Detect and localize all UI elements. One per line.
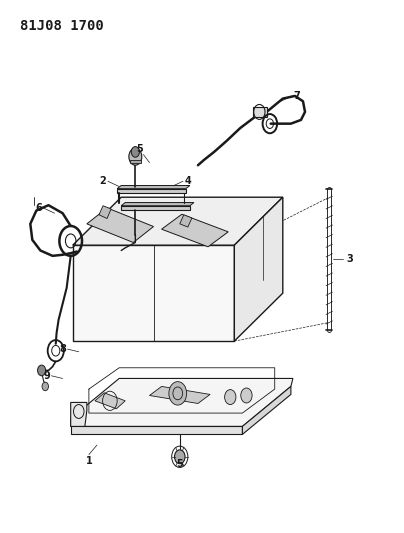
Text: 6: 6 bbox=[35, 203, 42, 213]
Circle shape bbox=[169, 382, 187, 405]
Polygon shape bbox=[73, 245, 234, 341]
Polygon shape bbox=[130, 160, 141, 163]
Text: 81J08 1700: 81J08 1700 bbox=[20, 19, 104, 33]
Text: 8: 8 bbox=[59, 344, 66, 354]
Polygon shape bbox=[162, 214, 228, 247]
Text: 9: 9 bbox=[43, 371, 50, 381]
Text: 7: 7 bbox=[294, 91, 300, 101]
Circle shape bbox=[175, 450, 185, 464]
Polygon shape bbox=[99, 206, 111, 219]
Polygon shape bbox=[234, 197, 283, 341]
Circle shape bbox=[38, 365, 46, 376]
Circle shape bbox=[129, 148, 142, 165]
Text: 3: 3 bbox=[346, 254, 353, 263]
Polygon shape bbox=[71, 426, 242, 434]
Polygon shape bbox=[252, 107, 267, 117]
Circle shape bbox=[241, 388, 252, 403]
Polygon shape bbox=[117, 185, 190, 189]
Polygon shape bbox=[87, 208, 154, 243]
Polygon shape bbox=[242, 386, 291, 434]
Polygon shape bbox=[180, 215, 192, 227]
Polygon shape bbox=[71, 378, 293, 426]
Circle shape bbox=[131, 147, 139, 157]
Polygon shape bbox=[73, 197, 283, 245]
Polygon shape bbox=[117, 189, 186, 193]
Polygon shape bbox=[121, 206, 190, 210]
Text: 2: 2 bbox=[100, 176, 106, 186]
Polygon shape bbox=[95, 393, 125, 409]
Text: 5: 5 bbox=[136, 144, 143, 154]
Text: 5: 5 bbox=[177, 459, 183, 469]
Circle shape bbox=[42, 382, 48, 391]
Polygon shape bbox=[149, 386, 210, 403]
Text: 4: 4 bbox=[185, 176, 191, 186]
Text: 1: 1 bbox=[86, 456, 92, 466]
Circle shape bbox=[225, 390, 236, 405]
Polygon shape bbox=[71, 402, 87, 426]
Polygon shape bbox=[121, 203, 194, 206]
